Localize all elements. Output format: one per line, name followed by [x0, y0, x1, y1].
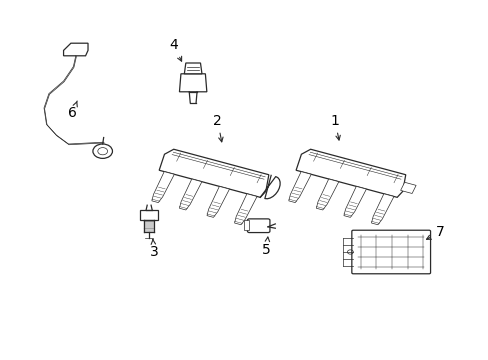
Text: 1: 1 — [330, 114, 340, 140]
Text: 7: 7 — [426, 225, 444, 239]
Polygon shape — [244, 220, 249, 230]
Polygon shape — [179, 179, 202, 210]
Text: 6: 6 — [68, 101, 77, 120]
Polygon shape — [234, 194, 257, 225]
Polygon shape — [316, 179, 338, 210]
Polygon shape — [371, 194, 393, 225]
Circle shape — [93, 144, 112, 158]
Polygon shape — [400, 182, 415, 193]
Polygon shape — [152, 172, 174, 203]
Text: 4: 4 — [169, 38, 181, 61]
Polygon shape — [206, 186, 229, 217]
Polygon shape — [179, 74, 206, 92]
Polygon shape — [288, 172, 311, 203]
Polygon shape — [159, 149, 268, 197]
Polygon shape — [63, 43, 88, 56]
Polygon shape — [296, 149, 405, 197]
FancyBboxPatch shape — [247, 219, 269, 233]
Polygon shape — [184, 63, 202, 74]
Polygon shape — [343, 186, 366, 217]
Text: 5: 5 — [262, 237, 270, 257]
FancyBboxPatch shape — [351, 230, 429, 274]
Text: 3: 3 — [149, 239, 158, 259]
FancyBboxPatch shape — [140, 210, 158, 220]
Text: 2: 2 — [213, 114, 223, 142]
